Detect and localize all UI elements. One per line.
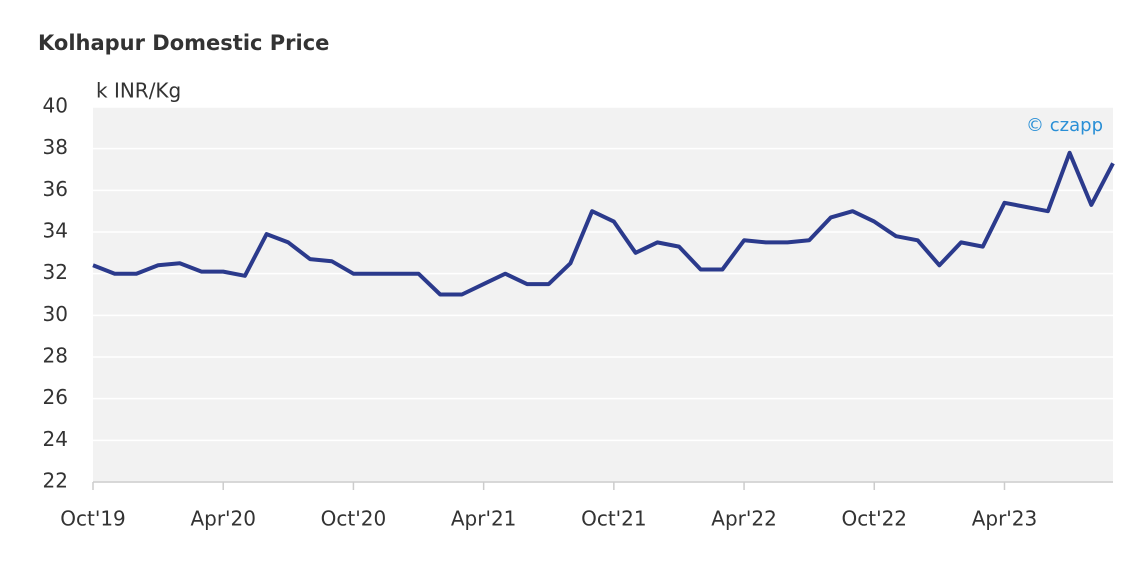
x-tick-label: Apr'22 bbox=[711, 507, 777, 531]
y-tick-label: 30 bbox=[43, 302, 68, 326]
x-tick-label: Apr'23 bbox=[972, 507, 1038, 531]
chart-title: Kolhapur Domestic Price bbox=[38, 31, 329, 55]
price-line bbox=[92, 150, 1115, 297]
y-tick-label: 28 bbox=[43, 344, 68, 368]
x-tick-label: Oct'19 bbox=[60, 507, 126, 531]
y-tick-label: 32 bbox=[43, 260, 68, 284]
y-tick-label: 34 bbox=[43, 219, 68, 243]
plot-area bbox=[93, 107, 1113, 482]
y-tick-label: 22 bbox=[43, 469, 68, 493]
y-tick-label: 40 bbox=[43, 94, 68, 118]
y-tick-label: 36 bbox=[43, 177, 68, 201]
watermark: © czapp bbox=[1026, 115, 1103, 136]
x-tick-label: Oct'21 bbox=[581, 507, 647, 531]
x-tick-label: Oct'20 bbox=[321, 507, 387, 531]
x-tick-label: Apr'21 bbox=[451, 507, 517, 531]
y-tick-label: 38 bbox=[43, 135, 68, 159]
y-tick-label: 24 bbox=[43, 427, 68, 451]
y-axis-label: k INR/Kg bbox=[96, 79, 181, 103]
x-tick-label: Oct'22 bbox=[842, 507, 908, 531]
x-tick-label: Apr'20 bbox=[190, 507, 256, 531]
y-tick-label: 26 bbox=[43, 385, 68, 409]
